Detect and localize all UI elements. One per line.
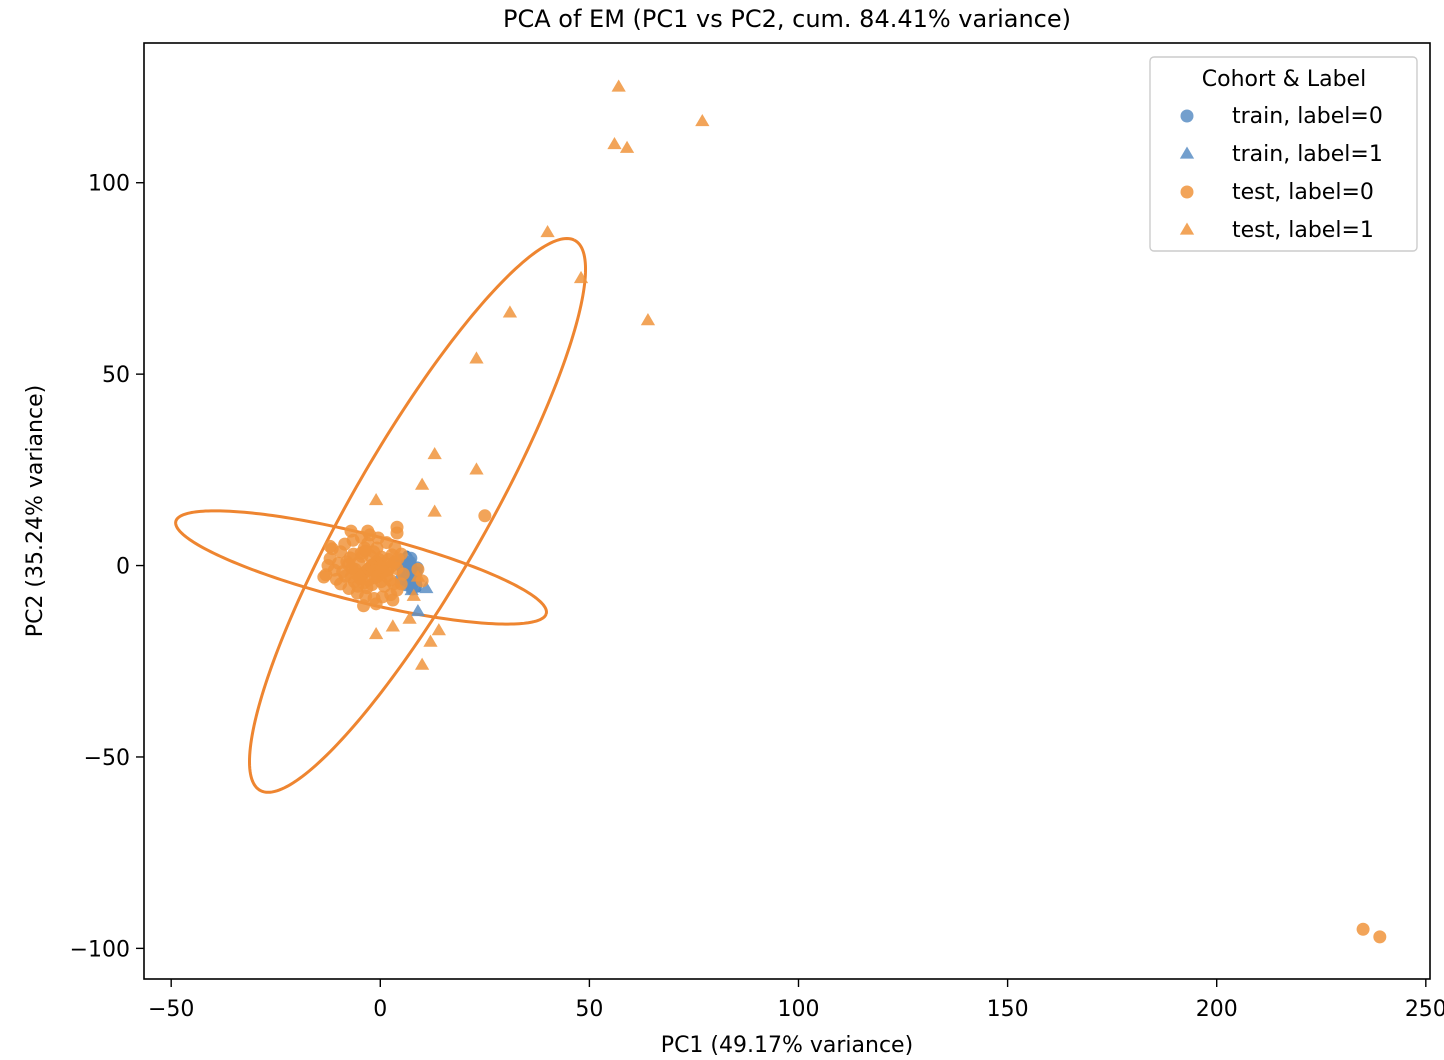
test-label-1-point [469,462,484,475]
legend: Cohort & Label train, label=0 train, labe… [1149,56,1418,252]
test-label-0-point [321,559,335,573]
test-label-1-point [619,140,635,153]
x-axis-label: PC1 (49.17% variance) [661,1033,913,1058]
test-label-1-point [695,113,710,127]
legend-label-train-label-0: train, label=0 [1232,104,1383,129]
test-label-0-point [478,509,492,523]
legend-marker-test-label-1 [1179,222,1195,235]
legend-marker-train-label-0 [1180,109,1194,123]
plot-area-frame [143,42,1431,980]
test-label-0-point [317,570,331,584]
test-label-0-point [347,547,361,561]
test-label-1-point [540,224,555,238]
test-label-0-point [1373,930,1387,944]
y-tick-label: −50 [84,746,130,771]
y-tick-label: 100 [88,172,130,197]
test-label-1-point [414,657,430,670]
test-confidence-ellipse [174,509,548,626]
legend-marker-train-label-1 [1179,146,1195,159]
test-label-0-point [396,567,410,581]
test-label-0-point [334,577,348,591]
x-tick-label: 150 [987,997,1029,1022]
y-tick-label: −100 [70,937,130,962]
train-label-1-point [419,581,434,594]
x-axis: −50 0 50 100 150 200 250 [148,979,1444,1022]
test-label-1-point [640,313,656,326]
test-label-0-point [411,562,425,576]
x-tick-label: 0 [373,997,387,1022]
test-label-0-point [370,541,384,555]
test-label-1-point [607,136,622,150]
test-label-1-point [368,626,384,640]
test-label-0-point [390,526,404,540]
test-label-0-point [1356,922,1370,936]
test-label-0-point [369,597,383,611]
test-label-1-point [431,623,446,636]
test-label-1-point [423,634,438,647]
y-axis: −100 −50 0 50 100 [70,172,144,962]
y-tick-label: 0 [116,555,130,580]
test-label-1-point [573,270,589,284]
x-tick-label: −50 [148,997,194,1022]
train-label-1-point [410,603,426,617]
test-label-0-point [344,524,358,538]
test-label-1-point [410,569,426,582]
legend-marker-test-label-0 [1180,185,1194,199]
test-label-0-point [394,547,408,561]
x-tick-label: 250 [1405,997,1444,1022]
test-label-1-point [469,351,484,364]
test-label-1-point [414,477,430,490]
legend-label-train-label-1: train, label=1 [1232,142,1383,167]
y-axis-label: PC2 (35.24% variance) [23,385,48,637]
test-label-1-point [406,588,421,601]
test-label-1-point [368,492,384,506]
test-confidence-ellipse [247,236,588,794]
legend-frame [1149,56,1418,252]
test-label-1-point [611,79,626,92]
test-label-0-point [361,524,375,538]
legend-title: Cohort & Label [1202,67,1366,92]
x-tick-label: 50 [575,997,603,1022]
test-label-0-point [345,561,359,575]
test-label-1-point [402,611,417,624]
legend-label-test-label-1: test, label=1 [1232,218,1374,243]
test-label-0-point [323,539,337,553]
test-label-1-point [427,504,442,517]
test-label-1-point [385,619,400,632]
x-tick-label: 100 [778,997,820,1022]
test-label-0-point [357,599,371,613]
legend-label-test-label-0: test, label=0 [1232,180,1374,205]
y-tick-label: 50 [102,363,130,388]
chart-title: PCA of EM (PC1 vs PC2, cum. 84.41% varia… [503,5,1071,33]
x-tick-label: 200 [1196,997,1238,1022]
test-label-0-point [386,593,400,607]
test-label-1-point [427,447,442,460]
test-label-1-point [502,305,518,318]
